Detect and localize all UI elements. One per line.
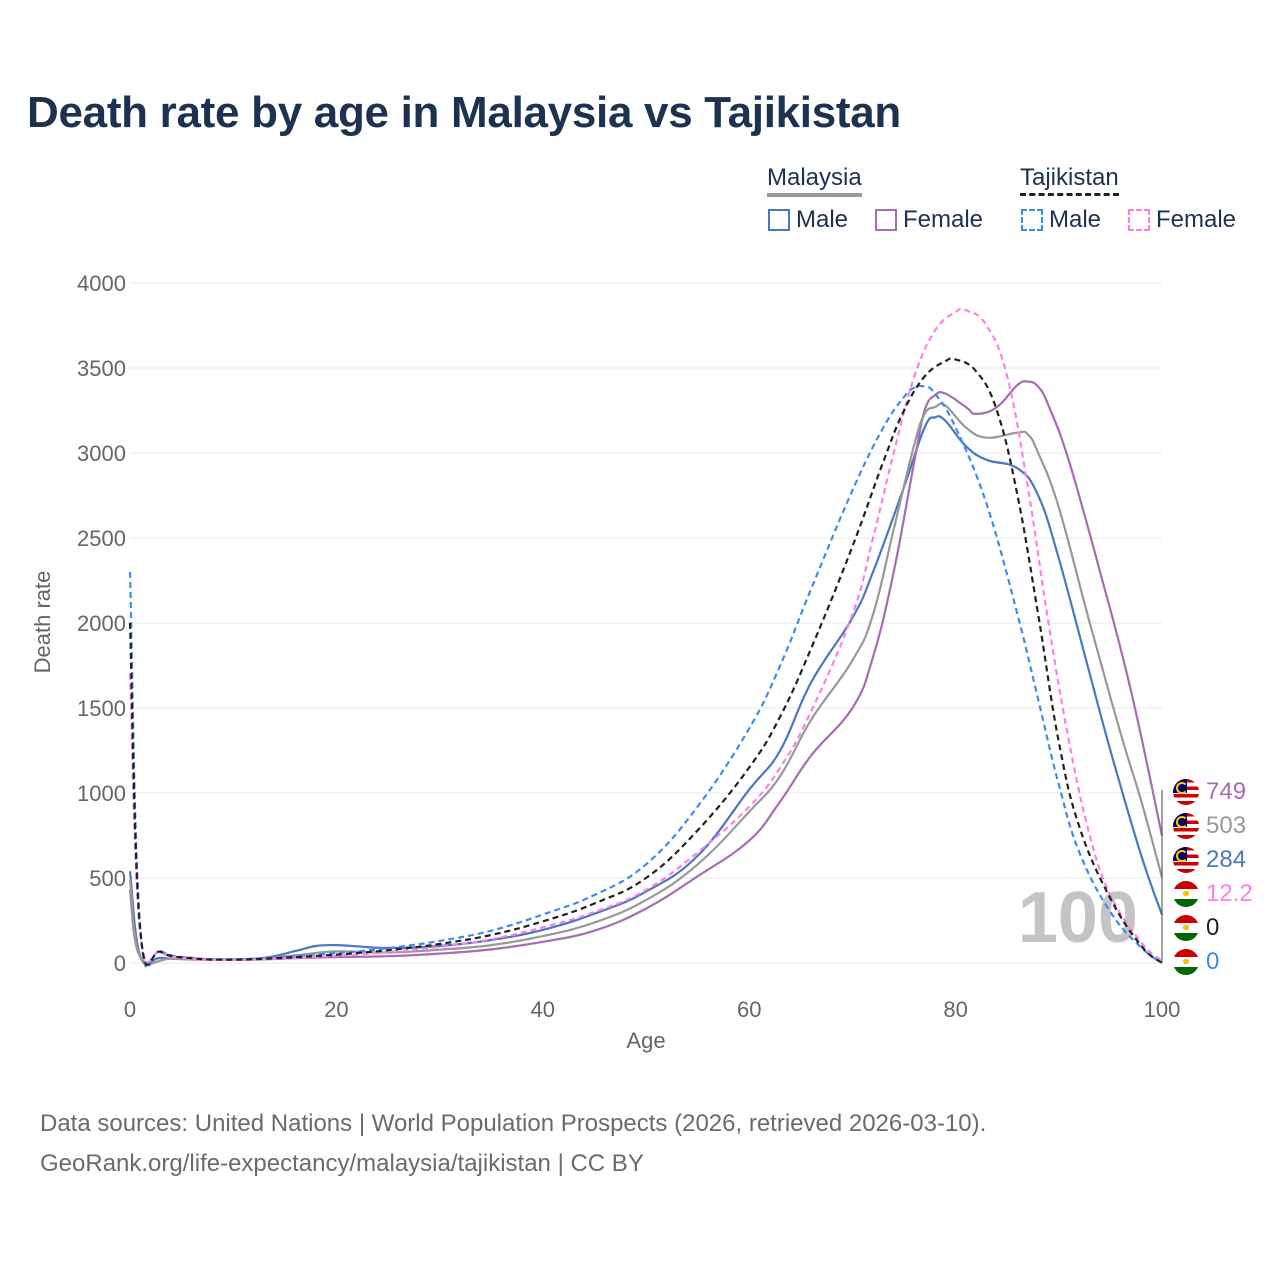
- legend-item-malaysia-male[interactable]: Male: [768, 206, 848, 234]
- legend-label-malaysia-male: Male: [796, 206, 849, 233]
- end-label-malaysia-male: 284: [1206, 846, 1247, 873]
- x-tick-label: 60: [737, 997, 761, 1022]
- y-tick-label: 4000: [77, 271, 126, 296]
- series-line-malaysia-male[interactable]: [128, 415, 1164, 966]
- x-tick-label: 0: [124, 997, 136, 1022]
- malaysia-flag-icon: [1173, 847, 1199, 873]
- legend-swatch-malaysia-male: [768, 209, 790, 231]
- legend-item-tajikistan-female[interactable]: Female: [1128, 206, 1236, 234]
- series-line-tajikistan-female[interactable]: [128, 307, 1163, 964]
- y-tick-label: 2500: [77, 526, 126, 551]
- tajikistan-flag-icon: [1173, 949, 1199, 975]
- x-tick-label: 20: [324, 997, 348, 1022]
- x-tick-label: 80: [943, 997, 967, 1022]
- x-tick-labels: 0 20 40 60 80 100: [124, 997, 1180, 1022]
- legend-tajikistan-dashed-line: [1020, 193, 1119, 196]
- x-tick-label: 40: [531, 997, 555, 1022]
- legend-country-malaysia: Malaysia: [767, 164, 862, 197]
- chart-title: Death rate by age in Malaysia vs Tajikis…: [27, 88, 901, 137]
- end-label-malaysia-female: 749: [1206, 778, 1247, 805]
- y-tick-label: 3500: [77, 356, 126, 381]
- series-line-malaysia-female[interactable]: [128, 380, 1164, 965]
- y-tick-label: 1500: [77, 696, 126, 721]
- y-tick-label: 1000: [77, 781, 126, 806]
- malaysia-flag-icon: [1173, 813, 1199, 839]
- series-lines: [128, 307, 1164, 969]
- end-label-tajikistan-male: 0: [1206, 948, 1220, 975]
- y-tick-label: 500: [89, 866, 126, 891]
- x-axis-title: Age: [626, 1028, 665, 1053]
- y-tick-label: 2000: [77, 611, 126, 636]
- y-tick-label: 3000: [77, 441, 126, 466]
- legend-item-malaysia-female[interactable]: Female: [875, 206, 983, 234]
- legend-malaysia-solid-line: [767, 193, 862, 197]
- legend-country-malaysia-label: Malaysia: [767, 164, 862, 191]
- legend-label-tajikistan-male: Male: [1049, 206, 1102, 233]
- gridlines: [130, 282, 1162, 964]
- legend-label-malaysia-female: Female: [903, 206, 984, 233]
- legend-swatch-malaysia-female: [875, 209, 897, 231]
- legend-label-tajikistan-female: Female: [1156, 206, 1237, 233]
- legend-item-tajikistan-male[interactable]: Male: [1021, 206, 1101, 234]
- legend-country-tajikistan-label: Tajikistan: [1020, 164, 1119, 191]
- x-tick-label: 100: [1144, 997, 1181, 1022]
- malaysia-flag-icon: [1173, 779, 1199, 805]
- end-label-tajikistan-total: 0: [1206, 914, 1220, 941]
- tajikistan-flag-icon: [1173, 915, 1199, 941]
- legend-swatch-tajikistan-female: [1128, 209, 1150, 231]
- tajikistan-flag-icon: [1173, 881, 1199, 907]
- series-line-malaysia-total[interactable]: [128, 402, 1164, 965]
- legend-swatch-tajikistan-male: [1021, 209, 1043, 231]
- series-line-tajikistan-male[interactable]: [128, 384, 1163, 969]
- end-label-malaysia-total: 503: [1206, 812, 1247, 839]
- end-label-tajikistan-female: 12.2: [1206, 880, 1253, 907]
- footer-link[interactable]: GeoRank.org/life-expectancy/malaysia/taj…: [40, 1150, 644, 1177]
- watermark-year: 100: [1018, 878, 1138, 958]
- y-tick-label: 0: [114, 951, 126, 976]
- footer-sources: Data sources: United Nations | World Pop…: [40, 1110, 987, 1137]
- y-axis-title: Death rate: [30, 571, 55, 674]
- y-tick-labels: 0 500 1000 1500 2000 2500 3000 3500 4000: [77, 271, 126, 976]
- series-line-tajikistan-total[interactable]: [128, 357, 1163, 967]
- legend-country-tajikistan: Tajikistan: [1020, 164, 1119, 196]
